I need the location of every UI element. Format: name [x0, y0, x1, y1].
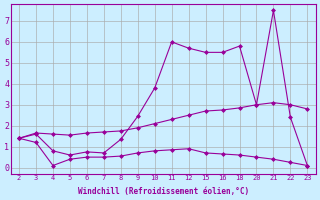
- X-axis label: Windchill (Refroidissement éolien,°C): Windchill (Refroidissement éolien,°C): [78, 187, 249, 196]
